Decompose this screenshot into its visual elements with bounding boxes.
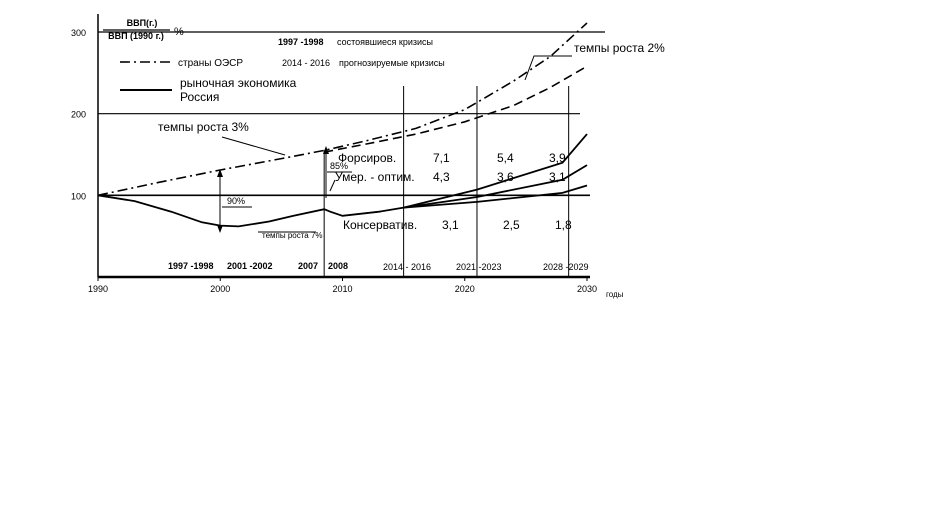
period-label-2007: 2007: [298, 261, 318, 271]
scenario-table: Форсиров. Умер. - оптим. Консерватив. 7,…: [335, 151, 572, 232]
scenario-value: 3,9: [549, 151, 566, 165]
legend-crisis-future-label: прогнозируемые кризисы: [339, 58, 445, 68]
x-tick-label: 2030: [577, 284, 597, 294]
y-tick-label: 100: [71, 191, 86, 201]
scenario-value: 3,1: [549, 170, 566, 184]
series-lines: [97, 22, 588, 228]
period-markers: [323, 86, 570, 277]
annotation-growth-2: темпы роста 2%: [574, 41, 665, 55]
annotation-growth-7: темпы роста 7%: [262, 231, 323, 240]
legend-crisis-future-years: 2014 - 2016: [282, 58, 330, 68]
x-tick-label: 2010: [332, 284, 352, 294]
annotation-pct-85: 85%: [330, 161, 348, 171]
bracket-85-arrow-up-icon: [323, 146, 329, 154]
y-axis-title: ВВП(г.) ВВП (1990 г.) %: [103, 18, 184, 41]
reference-lines: [98, 31, 605, 197]
bracket-90-arrow-down-icon: [217, 225, 223, 233]
legend-russia-label-1: рыночная экономика: [180, 76, 297, 90]
series-line: [403, 184, 588, 209]
scenario-value: 3,6: [497, 170, 514, 184]
scenario-value: 4,3: [433, 170, 450, 184]
scenario-label-conservative: Консерватив.: [343, 218, 417, 232]
legend-russia-label-2: Россия: [180, 90, 219, 104]
ylabel-denominator: ВВП (1990 г.): [108, 31, 164, 41]
y-tick-label: 300: [71, 28, 86, 38]
y-tick-label: 200: [71, 110, 86, 120]
period-label-2008: 2008: [328, 261, 348, 271]
annotation-growth-3-leader: [221, 136, 286, 156]
period-label-2028: 2028 -2029: [543, 262, 589, 272]
bracket-90-arrow-up-icon: [217, 169, 223, 177]
annotations: темпы роста 2% темпы роста 3% темпы рост…: [158, 41, 665, 240]
series-line: [97, 22, 588, 197]
scenario-value: 1,8: [555, 218, 572, 232]
legend-crisis-past-label: состоявшиеся кризисы: [337, 37, 433, 47]
scenario-label-leader: [329, 179, 336, 192]
annotation-growth-3: темпы роста 3%: [158, 120, 249, 134]
series-line: [403, 133, 588, 209]
legend-crisis-past-years: 1997 -1998: [278, 37, 324, 47]
period-labels: 1997 -1998 2001 -2002 2007 2008 2014 - 2…: [168, 261, 589, 272]
series-line: [403, 164, 588, 209]
period-label-2021: 2021 -2023: [456, 262, 502, 272]
period-label-1997: 1997 -1998: [168, 261, 214, 271]
x-tick-label: 2020: [455, 284, 475, 294]
series-line: [324, 65, 588, 153]
annotation-growth-2-leader: [524, 55, 572, 81]
scenario-value: 5,4: [497, 151, 514, 165]
ylabel-numerator: ВВП(г.): [127, 18, 158, 28]
period-label-2014: 2014 - 2016: [383, 262, 431, 272]
x-tick-label: 2000: [210, 284, 230, 294]
annotation-pct-90: 90%: [227, 196, 245, 206]
scenario-value: 3,1: [442, 218, 459, 232]
scenario-value: 2,5: [503, 218, 520, 232]
tick-labels: 1990 2000 2010 2020 2030 100 200 300: [71, 28, 597, 294]
legend: 1997 -1998 состоявшиеся кризисы 2014 - 2…: [120, 37, 445, 104]
x-axis-title: годы: [606, 290, 624, 299]
scenario-value: 7,1: [433, 151, 450, 165]
series-line: [97, 194, 404, 228]
ylabel-unit: %: [174, 26, 184, 38]
x-tick-label: 1990: [88, 284, 108, 294]
scenario-label-forced: Форсиров.: [338, 151, 396, 165]
legend-oecd-label: страны ОЭСР: [178, 58, 243, 69]
scenario-label-moderate: Умер. - оптим.: [335, 170, 415, 184]
period-label-2001: 2001 -2002: [227, 261, 273, 271]
axes: [97, 14, 590, 279]
